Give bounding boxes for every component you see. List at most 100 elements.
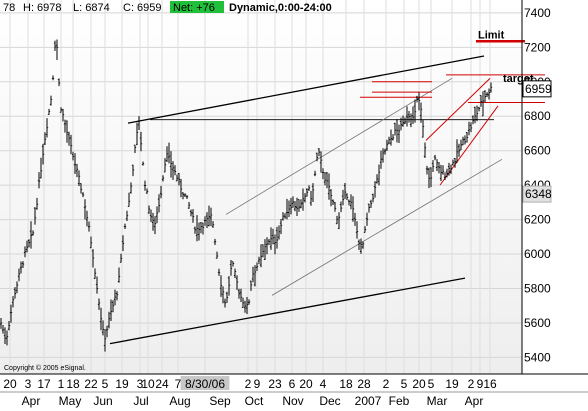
ohlc-bar bbox=[239, 288, 243, 302]
ohlc-bar bbox=[133, 144, 137, 154]
ohlc-bar bbox=[217, 268, 221, 276]
header-segment: C: 6959 bbox=[123, 2, 162, 14]
ohlc-bar bbox=[171, 161, 175, 181]
ohlc-bar bbox=[437, 161, 441, 174]
ohlc-bar bbox=[187, 202, 191, 209]
ohlc-bar bbox=[295, 197, 299, 217]
ohlc-bar bbox=[413, 99, 417, 123]
ohlc-bar bbox=[105, 325, 109, 338]
ohlc-bar bbox=[205, 212, 209, 229]
ohlc-bar bbox=[297, 199, 301, 212]
ohlc-bar bbox=[55, 39, 59, 60]
ohlc-bar bbox=[331, 199, 335, 205]
annotation-label: Limit bbox=[478, 30, 505, 42]
x-tick-label: 5 bbox=[401, 377, 408, 391]
ohlc-bar bbox=[473, 106, 477, 124]
ohlc-bar bbox=[455, 139, 459, 163]
ohlc-bar bbox=[145, 188, 149, 194]
ohlc-bar bbox=[53, 40, 57, 51]
ohlc-bar bbox=[271, 228, 275, 245]
x-tick-label: 18 bbox=[66, 377, 80, 391]
ohlc-bar bbox=[289, 197, 293, 215]
x-tick-label: 1 bbox=[58, 377, 65, 391]
ohlc-bar bbox=[0, 318, 3, 329]
x-tick-highlight bbox=[180, 376, 230, 390]
ohlc-bar bbox=[399, 117, 403, 131]
ohlc-bar bbox=[207, 205, 211, 227]
trend-line bbox=[271, 158, 503, 296]
ohlc-bar bbox=[15, 281, 19, 294]
x-tick-label: 5 bbox=[102, 377, 109, 391]
ohlc-bar bbox=[103, 329, 107, 352]
price-tag-box bbox=[522, 80, 552, 98]
trend-line bbox=[109, 277, 466, 345]
price-tag-label: 6959 bbox=[525, 82, 552, 96]
ohlc-bar bbox=[39, 157, 43, 179]
ohlc-bar bbox=[441, 165, 445, 175]
header-segment: Net: +76 bbox=[173, 2, 215, 14]
ohlc-bar bbox=[347, 199, 351, 206]
ohlc-bar bbox=[149, 209, 153, 223]
ohlc-bar bbox=[141, 161, 145, 166]
ohlc-bar bbox=[365, 212, 369, 226]
ohlc-bar bbox=[327, 173, 331, 200]
ohlc-bar bbox=[237, 288, 241, 299]
y-tick-label: 7400 bbox=[524, 6, 551, 20]
ohlc-bar bbox=[159, 185, 163, 199]
ohlc-bar bbox=[485, 92, 489, 98]
x-tick-label: 2 bbox=[468, 377, 475, 391]
y-tick-label: 5800 bbox=[524, 281, 551, 295]
ohlc-bar bbox=[85, 210, 89, 227]
ohlc-bar bbox=[235, 275, 239, 290]
ohlc-bar bbox=[269, 227, 273, 250]
ohlc-bar bbox=[307, 185, 311, 191]
price-bars bbox=[0, 39, 493, 352]
ohlc-bar bbox=[255, 262, 259, 271]
ohlc-bar bbox=[391, 134, 395, 141]
ohlc-bar bbox=[47, 108, 51, 115]
ohlc-bar bbox=[65, 120, 69, 143]
ohlc-bar bbox=[299, 199, 303, 209]
x-tick-label: 22 bbox=[84, 377, 98, 391]
ohlc-bar bbox=[349, 194, 353, 210]
ohlc-bar bbox=[249, 280, 253, 291]
x-tick-label: 2 bbox=[383, 377, 390, 391]
ohlc-bar bbox=[261, 244, 265, 258]
ohlc-bar bbox=[319, 151, 323, 173]
ohlc-bar bbox=[283, 213, 287, 219]
ohlc-bar bbox=[243, 300, 247, 313]
ohlc-bar bbox=[409, 113, 413, 128]
x-tick-label: 3 bbox=[137, 377, 144, 391]
x-tick-label: 24 bbox=[155, 377, 169, 391]
ohlc-bar bbox=[135, 122, 139, 146]
ohlc-bar bbox=[161, 175, 165, 182]
ohlc-bar bbox=[401, 115, 405, 127]
x-tick-label: 3 bbox=[25, 377, 32, 391]
ohlc-bar bbox=[79, 183, 83, 194]
x-tick-label: 19 bbox=[445, 377, 459, 391]
ohlc-bar bbox=[125, 210, 129, 221]
x-tick-label: 9 bbox=[254, 377, 261, 391]
x-month-label: Dec bbox=[319, 394, 340, 408]
plot-background bbox=[0, 0, 522, 374]
ohlc-bar bbox=[189, 209, 193, 217]
ohlc-bar bbox=[9, 304, 13, 323]
ohlc-bar bbox=[199, 222, 203, 234]
ohlc-bar bbox=[381, 148, 385, 163]
ohlc-bar bbox=[227, 276, 231, 296]
ohlc-bar bbox=[233, 268, 237, 279]
ohlc-bar bbox=[127, 192, 131, 207]
ohlc-bar bbox=[23, 246, 27, 258]
ohlc-bar bbox=[89, 236, 93, 249]
ohlc-bar bbox=[301, 188, 305, 211]
ohlc-bar bbox=[389, 129, 393, 146]
copyright-text: Copyright © 2005 eSignal. bbox=[4, 364, 86, 372]
ohlc-bar bbox=[315, 152, 319, 162]
ohlc-bar bbox=[93, 268, 97, 279]
ohlc-bar bbox=[109, 299, 113, 321]
x-tick-label: 28 bbox=[357, 377, 371, 391]
ohlc-bar bbox=[341, 189, 345, 206]
ohlc-bar bbox=[5, 330, 9, 346]
x-tick-label: 23 bbox=[268, 377, 282, 391]
